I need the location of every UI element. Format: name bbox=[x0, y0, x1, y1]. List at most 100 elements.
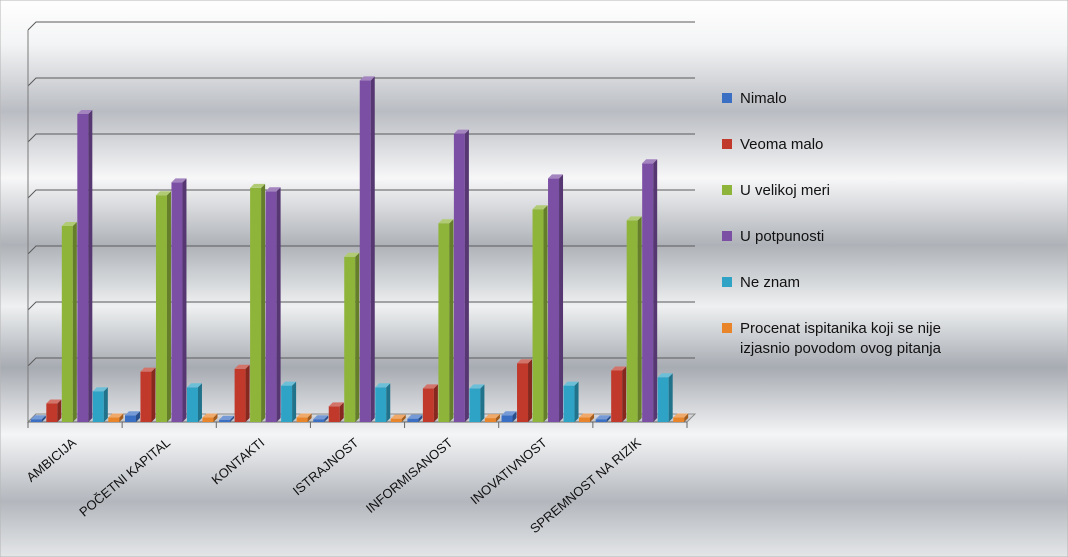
bar-front bbox=[328, 406, 340, 422]
bar-top bbox=[313, 415, 329, 420]
bar-top bbox=[579, 413, 595, 418]
bar-front bbox=[46, 403, 58, 422]
bar bbox=[281, 381, 297, 422]
bar-side bbox=[276, 187, 281, 422]
bar-front bbox=[202, 417, 214, 422]
bar-front bbox=[673, 417, 685, 422]
bar-front bbox=[155, 195, 167, 422]
bar-side bbox=[213, 413, 218, 422]
bar bbox=[563, 381, 579, 422]
bar bbox=[155, 191, 171, 422]
bar bbox=[626, 216, 642, 422]
bar-top bbox=[30, 415, 46, 420]
bar-side bbox=[418, 414, 423, 422]
bar-top bbox=[657, 373, 673, 378]
bar-front bbox=[124, 415, 136, 422]
bar-top bbox=[124, 411, 140, 416]
bar-side bbox=[574, 381, 579, 422]
legend-label: Procenat ispitanika koji se nije izjasnio… bbox=[740, 320, 942, 357]
bar bbox=[46, 399, 62, 422]
bar-top bbox=[626, 216, 642, 221]
bar-front bbox=[250, 187, 262, 422]
bar bbox=[92, 387, 108, 422]
legend-swatch bbox=[722, 231, 732, 241]
bar bbox=[642, 159, 658, 422]
bar-side bbox=[590, 413, 595, 422]
bar-front bbox=[657, 377, 669, 422]
bar-side bbox=[339, 402, 344, 422]
bar bbox=[186, 383, 202, 422]
bar-side bbox=[103, 387, 108, 422]
bar-top bbox=[438, 219, 454, 224]
bar-top bbox=[46, 399, 62, 404]
bar-top bbox=[202, 413, 218, 418]
bar-top bbox=[234, 364, 250, 369]
bar-front bbox=[579, 417, 591, 422]
bar bbox=[484, 414, 500, 422]
bar-front bbox=[296, 417, 308, 422]
bar-side bbox=[57, 399, 62, 422]
bar-side bbox=[307, 413, 312, 422]
gridline bbox=[27, 133, 695, 143]
bar-side bbox=[324, 415, 329, 422]
bar-top bbox=[296, 413, 312, 418]
bar-top bbox=[595, 415, 611, 420]
bar-top bbox=[453, 129, 469, 134]
bar bbox=[548, 174, 564, 422]
legend-label: Veoma malo bbox=[740, 136, 823, 153]
bar-top bbox=[375, 383, 391, 388]
bar-side bbox=[41, 415, 46, 422]
bar-front bbox=[611, 370, 623, 422]
bar-front bbox=[234, 368, 246, 422]
bar bbox=[344, 252, 360, 422]
bar-side bbox=[684, 413, 689, 422]
bar-side bbox=[559, 174, 564, 422]
bar-top bbox=[390, 414, 406, 419]
bar-top bbox=[281, 381, 297, 386]
bar-side bbox=[88, 110, 93, 422]
bar-front bbox=[77, 114, 89, 422]
bar-side bbox=[292, 381, 297, 422]
bar-side bbox=[355, 252, 360, 422]
bar-side bbox=[495, 414, 500, 422]
gridline bbox=[27, 301, 695, 311]
bar bbox=[501, 411, 517, 422]
bar bbox=[673, 413, 689, 422]
bar-front bbox=[407, 418, 419, 422]
bar-side bbox=[119, 413, 124, 422]
legend-item: Veoma malo bbox=[722, 136, 823, 153]
bar-side bbox=[653, 159, 658, 422]
bar bbox=[438, 219, 454, 422]
bar-side bbox=[512, 411, 517, 422]
bar-front bbox=[30, 419, 42, 422]
bar-top bbox=[548, 174, 564, 179]
bar-top bbox=[517, 359, 533, 364]
legend-label: Nimalo bbox=[740, 90, 787, 107]
gridline bbox=[27, 357, 695, 367]
bar-front bbox=[281, 385, 293, 422]
bar-top bbox=[642, 159, 658, 164]
bar-front bbox=[548, 178, 560, 422]
bar-front bbox=[642, 163, 654, 422]
bar-top bbox=[77, 110, 93, 114]
bar-side bbox=[449, 219, 454, 422]
bar bbox=[517, 359, 533, 422]
bar-side bbox=[622, 366, 627, 422]
legend-item: Procenat ispitanika koji se nije izjasnio… bbox=[722, 320, 942, 357]
legend-swatch bbox=[722, 139, 732, 149]
bar bbox=[328, 402, 344, 422]
bar bbox=[124, 411, 140, 422]
bar-side bbox=[386, 383, 391, 422]
bar-side bbox=[230, 415, 235, 422]
bar bbox=[453, 129, 469, 422]
bar-top bbox=[359, 76, 375, 81]
bar-top bbox=[484, 414, 500, 419]
bar bbox=[61, 222, 77, 422]
bar-side bbox=[151, 367, 156, 422]
bar-front bbox=[219, 419, 231, 422]
bar-front bbox=[140, 371, 152, 422]
legend-item: U potpunosti bbox=[722, 228, 824, 245]
bar bbox=[77, 110, 93, 422]
bar bbox=[595, 415, 611, 422]
bar-front bbox=[92, 391, 104, 422]
